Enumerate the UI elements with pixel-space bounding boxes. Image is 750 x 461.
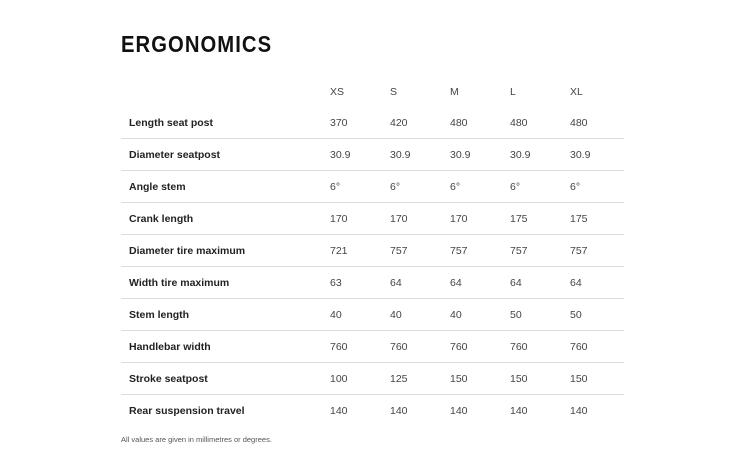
cell-s: 757 [390, 244, 408, 257]
table-row: Handlebar width 760 760 760 760 760 [121, 331, 624, 363]
table-header-row: XS S M L XL [121, 76, 624, 107]
ergonomics-table: XS S M L XL Length seat post 370 420 480 480… [121, 76, 624, 426]
cell-l: 760 [510, 340, 528, 353]
row-label: Stem length [129, 308, 190, 321]
cell-m: 40 [450, 308, 462, 321]
cell-s: 760 [390, 340, 408, 353]
cell-l: 64 [510, 276, 522, 289]
row-label: Width tire maximum [129, 276, 230, 289]
page-title: ERGONOMICS [121, 31, 273, 57]
cell-xs: 370 [330, 116, 348, 129]
cell-xs: 100 [330, 372, 348, 385]
cell-xl: 480 [570, 116, 588, 129]
cell-m: 140 [450, 404, 468, 417]
table-row: Width tire maximum 63 64 64 64 64 [121, 267, 624, 299]
cell-l: 140 [510, 404, 528, 417]
cell-xl: 140 [570, 404, 588, 417]
cell-l: 175 [510, 212, 528, 225]
table-row: Angle stem 6° 6° 6° 6° 6° [121, 171, 624, 203]
header-size: L [510, 85, 516, 98]
cell-s: 6° [390, 180, 401, 193]
cell-xs: 170 [330, 212, 348, 225]
cell-l: 480 [510, 116, 528, 129]
footnote: All values are given in millimetres or d… [121, 435, 272, 444]
cell-l: 6° [510, 180, 521, 193]
cell-xl: 64 [570, 276, 582, 289]
row-label: Diameter tire maximum [129, 244, 246, 257]
cell-m: 170 [450, 212, 468, 225]
row-label: Crank length [129, 212, 194, 225]
table-row: Crank length 170 170 170 175 175 [121, 203, 624, 235]
cell-s: 420 [390, 116, 408, 129]
cell-m: 30.9 [450, 148, 471, 161]
cell-l: 50 [510, 308, 522, 321]
cell-xl: 50 [570, 308, 582, 321]
cell-xs: 40 [330, 308, 342, 321]
cell-s: 64 [390, 276, 402, 289]
cell-xl: 6° [570, 180, 581, 193]
cell-s: 40 [390, 308, 402, 321]
cell-xl: 175 [570, 212, 588, 225]
cell-m: 760 [450, 340, 468, 353]
cell-l: 757 [510, 244, 528, 257]
header-size: S [390, 85, 398, 98]
cell-xs: 721 [330, 244, 348, 257]
cell-m: 6° [450, 180, 461, 193]
cell-m: 64 [450, 276, 462, 289]
cell-s: 30.9 [390, 148, 411, 161]
cell-l: 30.9 [510, 148, 531, 161]
cell-xl: 760 [570, 340, 588, 353]
row-label: Angle stem [129, 180, 186, 193]
cell-m: 480 [450, 116, 468, 129]
header-size: XL [570, 85, 583, 98]
cell-xs: 30.9 [330, 148, 351, 161]
cell-s: 125 [390, 372, 408, 385]
table-row: Rear suspension travel 140 140 140 140 140 [121, 395, 624, 427]
cell-m: 757 [450, 244, 468, 257]
header-size: M [450, 85, 459, 98]
cell-xl: 757 [570, 244, 588, 257]
cell-xl: 150 [570, 372, 588, 385]
table-row: Diameter tire maximum 721 757 757 757 757 [121, 235, 624, 267]
row-label: Length seat post [129, 116, 214, 129]
cell-xs: 63 [330, 276, 342, 289]
cell-m: 150 [450, 372, 468, 385]
row-label: Handlebar width [129, 340, 211, 353]
table-row: Stroke seatpost 100 125 150 150 150 [121, 363, 624, 395]
table-row: Stem length 40 40 40 50 50 [121, 299, 624, 331]
cell-xs: 6° [330, 180, 341, 193]
header-size: XS [330, 85, 345, 98]
cell-l: 150 [510, 372, 528, 385]
cell-xs: 140 [330, 404, 348, 417]
table-row: Length seat post 370 420 480 480 480 [121, 107, 624, 139]
header-empty [121, 76, 330, 107]
row-label: Stroke seatpost [129, 372, 208, 385]
cell-s: 170 [390, 212, 408, 225]
cell-xl: 30.9 [570, 148, 591, 161]
cell-xs: 760 [330, 340, 348, 353]
cell-s: 140 [390, 404, 408, 417]
table-row: Diameter seatpost 30.9 30.9 30.9 30.9 30.9 [121, 139, 624, 171]
row-label: Rear suspension travel [129, 404, 245, 417]
row-label: Diameter seatpost [129, 148, 221, 161]
